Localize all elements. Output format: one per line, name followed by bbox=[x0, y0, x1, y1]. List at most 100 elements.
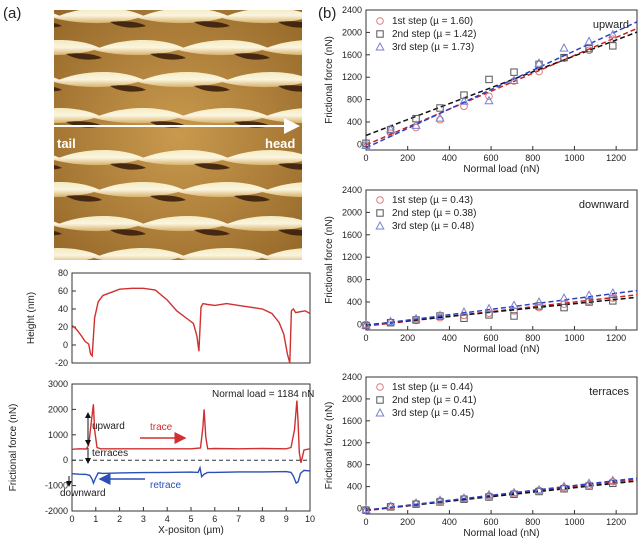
panel-label-b: (b) bbox=[318, 5, 336, 22]
square-point bbox=[560, 53, 568, 62]
triangle-point bbox=[411, 497, 421, 507]
square-point bbox=[535, 302, 543, 310]
triangle-point bbox=[484, 95, 494, 105]
y-tick-label: 2000 bbox=[342, 394, 362, 404]
afm-groove bbox=[194, 85, 230, 92]
circle-point bbox=[510, 77, 518, 85]
height-profile-chart: -20 0 20 40 60 80 Height (nm) bbox=[26, 268, 311, 368]
trace-label: trace bbox=[150, 422, 173, 433]
triangle-point bbox=[584, 478, 594, 487]
triangle-point bbox=[385, 316, 396, 326]
afm-ridge bbox=[178, 182, 268, 198]
normal-load-annotation: Normal load = 1184 nN bbox=[212, 389, 314, 400]
afm-groove bbox=[362, 85, 398, 91]
triangle-point bbox=[411, 313, 421, 323]
afm-ridge bbox=[94, 248, 184, 260]
afm-groove bbox=[278, 229, 302, 236]
afm-groove bbox=[110, 85, 146, 92]
x-tick-label: 4 bbox=[165, 514, 170, 524]
y-tick-label: 80 bbox=[58, 268, 68, 278]
square-point bbox=[485, 75, 493, 84]
x-tick-label: 0 bbox=[69, 514, 74, 524]
y-tick-label: 0 bbox=[357, 319, 362, 329]
y-tick-label: 0 bbox=[63, 340, 68, 350]
afm-groove bbox=[150, 53, 186, 60]
legend-entry: 1st step (µ = 0.44) bbox=[392, 382, 473, 393]
afm-ridge bbox=[178, 248, 268, 260]
afm-groove bbox=[110, 21, 146, 28]
x-tick-label: 3 bbox=[141, 514, 146, 524]
fit-line-3 bbox=[365, 289, 638, 327]
legend-marker bbox=[376, 196, 384, 204]
legend-entry: 1st step (µ = 1.60) bbox=[392, 16, 473, 27]
x-axis-label: X-positon (µm) bbox=[158, 525, 224, 536]
legend-entry: 2nd step (µ = 0.38) bbox=[392, 208, 476, 219]
square-point bbox=[436, 312, 444, 320]
afm-ridge bbox=[54, 108, 100, 124]
afm-groove bbox=[234, 261, 270, 267]
chart-title: downward bbox=[579, 199, 629, 211]
x-tick-label: 9 bbox=[284, 514, 289, 524]
x-tick-label: 400 bbox=[442, 153, 457, 163]
afm-ridge bbox=[54, 182, 100, 198]
y-tick-label: 60 bbox=[58, 286, 68, 296]
x-tick-label: 5 bbox=[188, 514, 193, 524]
afm-groove bbox=[278, 85, 302, 92]
y-tick-label: 1000 bbox=[48, 430, 68, 440]
y-tick-label: 0 bbox=[357, 139, 362, 149]
triangle-point bbox=[361, 504, 371, 514]
triangle-point bbox=[459, 493, 469, 502]
triangle-point bbox=[534, 58, 544, 67]
x-tick-label: 600 bbox=[484, 153, 499, 163]
circle-point bbox=[510, 307, 518, 315]
y-tick-label: 1600 bbox=[342, 230, 362, 240]
y-tick-label: 1600 bbox=[342, 416, 362, 426]
y-tick-label: 1200 bbox=[342, 252, 362, 262]
square-point bbox=[362, 139, 370, 147]
triangle-point bbox=[435, 310, 445, 319]
x-tick-label: 6 bbox=[212, 514, 217, 524]
x-axis-label: Normal load (nN) bbox=[463, 528, 539, 539]
x-tick-label: 200 bbox=[400, 333, 415, 343]
plot-frame bbox=[365, 376, 638, 515]
y-tick-label: 0 bbox=[63, 455, 68, 465]
fit-line-3 bbox=[365, 477, 638, 511]
afm-groove bbox=[66, 195, 102, 202]
friction-profile-chart: -2000 -1000 0 1000 2000 3000 0 1 2 3 4 5 6 7 8 9 10 X-pos… bbox=[8, 379, 315, 536]
x-tick-label: 600 bbox=[484, 333, 499, 343]
afm-groove bbox=[402, 53, 438, 59]
afm-groove bbox=[318, 195, 354, 201]
afm-groove bbox=[66, 261, 102, 267]
plot-frame bbox=[365, 189, 638, 331]
afm-groove bbox=[194, 21, 230, 28]
x-tick-label: 800 bbox=[525, 333, 540, 343]
afm-ridge bbox=[178, 108, 268, 124]
y-tick-label: 2000 bbox=[342, 27, 362, 37]
triangle-point bbox=[385, 124, 396, 133]
legend-marker bbox=[376, 30, 384, 38]
afm-groove bbox=[194, 163, 230, 170]
triangle-point bbox=[509, 300, 519, 309]
fit-line-3 bbox=[365, 21, 638, 149]
afm-ridge bbox=[94, 40, 184, 56]
square-point bbox=[386, 126, 395, 134]
upward-label: upward bbox=[92, 421, 125, 432]
legend-entry: 2nd step (µ = 1.42) bbox=[392, 29, 476, 40]
triangle-point bbox=[435, 113, 445, 122]
y-tick-label: 20 bbox=[58, 322, 68, 332]
legend-marker bbox=[375, 407, 385, 417]
afm-groove bbox=[362, 163, 398, 169]
square-point bbox=[436, 104, 444, 112]
triangle-point bbox=[608, 475, 618, 485]
afm-ridge bbox=[178, 40, 268, 56]
retrace-series-line bbox=[71, 465, 311, 486]
y-tick-label: -1000 bbox=[45, 481, 68, 491]
legend-marker bbox=[375, 220, 385, 230]
x-tick-label: 0 bbox=[363, 333, 368, 343]
afm-ridge bbox=[222, 10, 302, 24]
legend-marker bbox=[376, 383, 384, 391]
afm-ridge bbox=[54, 13, 60, 19]
afm-ridge bbox=[262, 40, 302, 56]
triangle-point bbox=[509, 75, 519, 85]
